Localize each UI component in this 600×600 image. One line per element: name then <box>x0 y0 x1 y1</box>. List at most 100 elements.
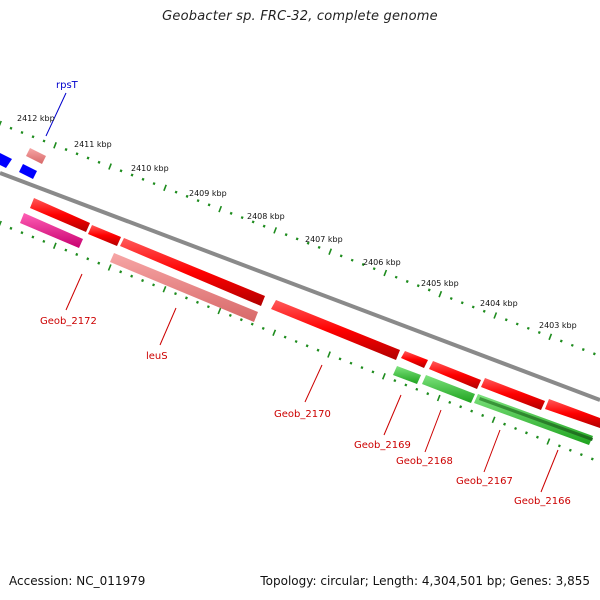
inner-tick <box>481 413 485 418</box>
kbp-label: 2403 kbp <box>539 321 577 330</box>
gene-features <box>0 148 600 445</box>
outer-tick <box>174 190 178 194</box>
inner-tick <box>546 438 551 445</box>
outer-tick <box>262 224 266 228</box>
inner-tick <box>130 274 134 278</box>
inner-tick <box>261 326 265 330</box>
connector-geob-2167 <box>483 429 501 473</box>
outer-tick <box>581 348 585 352</box>
outer-tick <box>526 326 530 330</box>
outer-tick <box>75 152 79 156</box>
connector-rpsT <box>45 92 67 137</box>
label-connectors <box>45 92 559 493</box>
gene-geob-2169-green <box>393 366 421 384</box>
outer-tick <box>42 139 46 143</box>
gene-geob-2169-red <box>401 351 428 368</box>
inner-tick <box>294 339 298 344</box>
gene-blue-left <box>0 153 12 168</box>
inner-tick <box>349 361 353 365</box>
kbp-label: 2404 kbp <box>480 299 518 308</box>
outer-tick <box>31 135 35 139</box>
inner-tick <box>107 264 112 271</box>
outer-tick <box>141 177 145 181</box>
outer-tick <box>339 254 343 258</box>
outer-tick <box>471 305 475 309</box>
gene-label-geob-2166: Geob_2166 <box>514 496 571 507</box>
gene-label-geob-2168: Geob_2168 <box>396 456 453 467</box>
kbp-label: 2409 kbp <box>189 189 227 198</box>
inner-tick <box>206 305 210 309</box>
gene-label-geob-2172: Geob_2172 <box>40 316 97 327</box>
kbp-label: 2412 kbp <box>17 114 55 123</box>
outer-tick <box>482 309 486 313</box>
outer-tick <box>537 331 541 334</box>
gene-rpsT <box>19 164 37 179</box>
connector-geob-2166 <box>540 449 559 493</box>
inner-tick <box>327 351 331 358</box>
outer-tick <box>438 290 443 298</box>
outer-tick <box>218 205 223 213</box>
gene-red-small <box>88 225 121 246</box>
outer-tick <box>504 318 508 322</box>
inner-tick <box>371 370 375 374</box>
gene-geob-2172-magenta <box>20 213 83 248</box>
gene-label-geob-2170: Geob_2170 <box>274 409 331 420</box>
connector-geob-2172 <box>65 273 83 311</box>
gene-label-geob-2169: Geob_2169 <box>354 440 411 451</box>
inner-tick <box>436 394 441 402</box>
inner-tick <box>535 435 539 439</box>
inner-tick <box>393 379 397 383</box>
inner-tick <box>404 383 408 387</box>
outer-tick <box>515 322 519 326</box>
outer-tick <box>64 147 68 152</box>
gene-geob-2168-green <box>422 375 475 403</box>
inner-tick <box>20 231 24 235</box>
outer-tick <box>592 352 596 356</box>
outer-tick <box>20 131 24 134</box>
outer-tick <box>284 233 288 237</box>
gene-geob-2170 <box>271 300 400 360</box>
outer-tick <box>295 237 299 241</box>
inner-tick <box>426 392 430 396</box>
outer-tick <box>119 169 123 173</box>
kbp-label: 2407 kbp <box>305 235 343 244</box>
gene-geob-2172-red <box>30 198 90 232</box>
outer-tick <box>394 275 398 279</box>
inner-tick <box>338 357 342 361</box>
outer-tick <box>108 163 112 170</box>
outer-tick <box>196 199 200 203</box>
inner-tick <box>514 426 518 431</box>
outer-tick <box>163 184 167 192</box>
gene-label-leus: leuS <box>146 351 168 362</box>
outer-tick <box>9 126 13 130</box>
outer-tick <box>240 216 244 220</box>
outer-tick-track <box>0 120 596 356</box>
inner-tick-track <box>0 220 594 461</box>
outer-tick <box>53 142 57 149</box>
outer-tick <box>559 339 563 343</box>
inner-tick <box>381 373 386 380</box>
inner-tick <box>119 270 123 274</box>
outer-tick <box>207 203 211 207</box>
gene-geob-2166-red <box>545 399 600 428</box>
outer-tick <box>372 267 376 271</box>
outer-tick <box>361 262 365 266</box>
inner-tick <box>228 313 232 317</box>
gene-leuS-red <box>120 238 265 306</box>
inner-tick <box>64 248 68 252</box>
inner-tick <box>75 252 79 257</box>
outer-tick <box>427 288 431 292</box>
inner-tick <box>491 416 496 424</box>
inner-tick <box>174 292 177 296</box>
inner-tick <box>52 242 57 249</box>
outer-tick <box>383 269 388 277</box>
outer-tick <box>328 248 333 255</box>
genome-backbone <box>0 171 600 402</box>
gene-pink-top <box>26 148 46 164</box>
inner-tick <box>272 329 277 337</box>
outer-tick <box>317 245 321 249</box>
inner-tick <box>9 226 13 230</box>
outer-tick <box>493 312 498 319</box>
inner-tick <box>141 278 145 283</box>
